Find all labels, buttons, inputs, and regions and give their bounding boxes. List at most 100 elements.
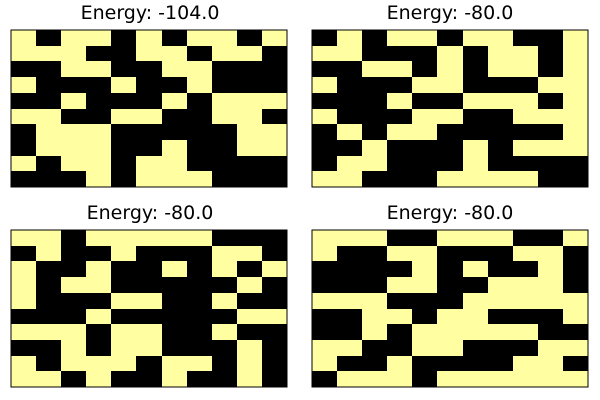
heatmap-cell <box>11 230 36 246</box>
heatmap-cell <box>337 77 362 93</box>
heatmap-cell <box>162 171 187 187</box>
heatmap-cell <box>437 277 463 293</box>
heatmap-cell <box>312 30 337 46</box>
heatmap-cell <box>362 77 387 93</box>
heatmap-cell <box>488 293 513 309</box>
heatmap-cell <box>362 61 387 77</box>
heatmap-cell <box>237 324 262 340</box>
heatmap-cell <box>513 124 538 140</box>
heatmap-cell <box>387 356 412 371</box>
heatmap-cell <box>136 109 162 124</box>
panel-4-heatmap <box>312 230 588 387</box>
heatmap-cell <box>563 156 588 171</box>
panel-1-heatmap <box>11 30 287 187</box>
heatmap-cell <box>437 230 463 246</box>
panel-4: Energy: -80.0 <box>311 202 589 388</box>
heatmap-cell <box>513 293 538 309</box>
heatmap-cell <box>212 140 237 156</box>
heatmap-cell <box>312 277 337 293</box>
heatmap-cell <box>187 277 212 293</box>
heatmap-cell <box>412 277 437 293</box>
heatmap-cell <box>262 46 287 61</box>
heatmap-cell <box>11 30 36 46</box>
heatmap-cell <box>437 61 463 77</box>
heatmap-cell <box>387 109 412 124</box>
heatmap-cell <box>86 156 111 171</box>
heatmap-cell <box>36 261 61 277</box>
heatmap-cell <box>212 61 237 77</box>
heatmap-cell <box>412 61 437 77</box>
heatmap-cell <box>136 156 162 171</box>
heatmap-cell <box>111 356 136 371</box>
heatmap-cell <box>86 340 111 356</box>
heatmap-cell <box>162 46 187 61</box>
heatmap-cell <box>86 246 111 261</box>
heatmap-cell <box>36 30 61 46</box>
heatmap-cell <box>212 324 237 340</box>
heatmap-cell <box>262 371 287 387</box>
heatmap-cell <box>337 30 362 46</box>
heatmap-cell <box>362 277 387 293</box>
heatmap-cell <box>488 340 513 356</box>
heatmap-cell <box>187 309 212 324</box>
heatmap-cell <box>437 171 463 187</box>
heatmap-cell <box>11 246 36 261</box>
heatmap-cell <box>387 293 412 309</box>
heatmap-cell <box>412 246 437 261</box>
heatmap-cell <box>237 340 262 356</box>
heatmap-cell <box>362 261 387 277</box>
heatmap-cell <box>538 77 563 93</box>
heatmap-cell <box>212 246 237 261</box>
heatmap-cell <box>237 277 262 293</box>
heatmap-cell <box>237 124 262 140</box>
heatmap-cell <box>337 356 362 371</box>
heatmap-cell <box>337 261 362 277</box>
panel-3-heatmap <box>11 230 287 387</box>
heatmap-cell <box>136 93 162 109</box>
heatmap-cell <box>11 293 36 309</box>
heatmap-cell <box>312 93 337 109</box>
heatmap-cell <box>563 277 588 293</box>
heatmap-cell <box>312 293 337 309</box>
heatmap-cell <box>86 356 111 371</box>
heatmap-cell <box>136 230 162 246</box>
heatmap-cell <box>563 77 588 93</box>
heatmap-cell <box>162 109 187 124</box>
heatmap-cell <box>136 324 162 340</box>
heatmap-cell <box>61 124 86 140</box>
heatmap-cell <box>412 230 437 246</box>
heatmap-cell <box>312 46 337 61</box>
panel-1-frame <box>10 29 288 188</box>
heatmap-cell <box>187 371 212 387</box>
panel-3-frame <box>10 229 288 388</box>
heatmap-cell <box>162 261 187 277</box>
heatmap-cell <box>412 171 437 187</box>
heatmap-cell <box>237 109 262 124</box>
heatmap-cell <box>412 371 437 387</box>
heatmap-cell <box>187 61 212 77</box>
heatmap-cell <box>111 230 136 246</box>
heatmap-cell <box>36 309 61 324</box>
heatmap-cell <box>337 61 362 77</box>
panel-2-frame <box>311 29 589 188</box>
heatmap-cell <box>337 324 362 340</box>
heatmap-cell <box>387 371 412 387</box>
heatmap-cell <box>387 324 412 340</box>
heatmap-cell <box>337 340 362 356</box>
heatmap-cell <box>412 46 437 61</box>
heatmap-cell <box>86 124 111 140</box>
heatmap-cell <box>563 340 588 356</box>
heatmap-cell <box>262 124 287 140</box>
heatmap-cell <box>61 261 86 277</box>
heatmap-cell <box>463 277 488 293</box>
heatmap-cell <box>387 124 412 140</box>
heatmap-cell <box>237 46 262 61</box>
heatmap-cell <box>212 109 237 124</box>
heatmap-cell <box>262 61 287 77</box>
heatmap-cell <box>387 140 412 156</box>
heatmap-cell <box>86 293 111 309</box>
heatmap-cell <box>187 324 212 340</box>
heatmap-cell <box>86 140 111 156</box>
panel-4-frame <box>311 229 589 388</box>
heatmap-cell <box>262 30 287 46</box>
